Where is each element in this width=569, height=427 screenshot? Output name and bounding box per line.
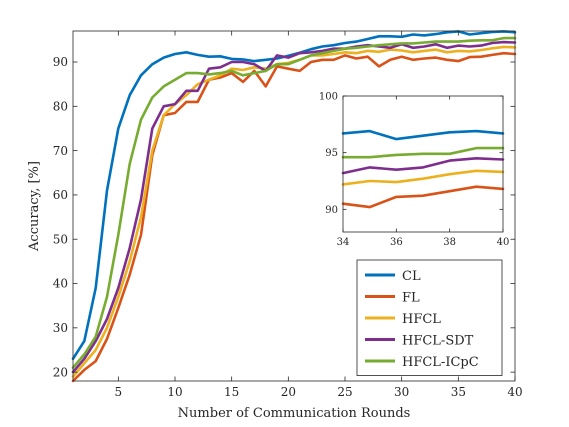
inset-x-tick-label: 38 (443, 237, 456, 248)
inset-y-tick-label: 95 (325, 148, 338, 159)
inset-axes: 34 36 38 40 90 95 100 (319, 92, 509, 249)
inset-series-line-hfcl-sdt (341, 157, 505, 175)
x-axis-label: Number of Communication Rounds (178, 406, 411, 421)
inset-series-group (341, 129, 505, 209)
inset-series-line-cl (341, 129, 505, 141)
legend-items: CL FL HFCL HFCL-SDT HFCL-ICpC (365, 269, 479, 370)
series-line-hfcl-sdt (71, 40, 517, 374)
y-axis-label: Accuracy, [%] (27, 161, 42, 252)
main-y-tick-label: 20 (53, 365, 68, 379)
inset-y-tick-label: 100 (319, 92, 338, 103)
main-x-tick-label: 35 (451, 385, 466, 399)
inset-y-ticks: 90 95 100 (319, 92, 503, 216)
main-x-tick-label: 15 (224, 385, 239, 399)
main-x-ticks: 5 10 15 20 25 30 35 40 (115, 31, 523, 399)
main-y-tick-label: 70 (53, 144, 68, 158)
legend: CL FL HFCL HFCL-SDT HFCL-ICpC (356, 259, 503, 376)
main-y-tick-label: 30 (53, 321, 68, 335)
legend-label-fl: FL (402, 291, 420, 306)
main-series-group (71, 30, 517, 383)
inset-x-tick-label: 34 (337, 237, 350, 248)
main-x-tick-label: 40 (507, 385, 522, 399)
main-axes-frame (72, 30, 516, 382)
main-x-tick-label: 20 (281, 385, 296, 399)
inset-series-line-fl (341, 185, 505, 209)
main-y-tick-label: 40 (53, 277, 68, 291)
inset-x-ticks: 34 36 38 40 (337, 96, 510, 248)
main-y-tick-label: 60 (53, 188, 68, 202)
inset-series-line-hfcl-icpc (341, 146, 505, 159)
inset-axes-frame (342, 95, 504, 233)
main-y-ticks: 20 30 40 50 60 70 80 90 (53, 55, 515, 379)
main-x-tick-label: 10 (167, 385, 182, 399)
legend-label-hfcl: HFCL (402, 312, 441, 327)
main-y-tick-label: 50 (53, 232, 68, 246)
legend-label-cl: CL (402, 269, 421, 284)
main-x-tick-label: 5 (115, 385, 123, 399)
inset-y-tick-label: 90 (325, 205, 338, 216)
main-x-tick-label: 25 (337, 385, 352, 399)
series-line-fl (71, 51, 517, 383)
main-y-tick-label: 90 (53, 55, 68, 69)
legend-label-hfcl-sdt: HFCL-SDT (402, 334, 474, 349)
inset-series-line-hfcl (341, 169, 505, 186)
inset-x-tick-label: 36 (390, 237, 403, 248)
inset-x-tick-label: 40 (497, 237, 510, 248)
series-line-hfcl-icpc (71, 36, 517, 370)
main-y-tick-label: 80 (53, 100, 68, 114)
main-x-tick-label: 30 (394, 385, 409, 399)
legend-label-hfcl-icpc: HFCL-ICpC (402, 355, 479, 370)
inset-plot-area (343, 96, 503, 232)
